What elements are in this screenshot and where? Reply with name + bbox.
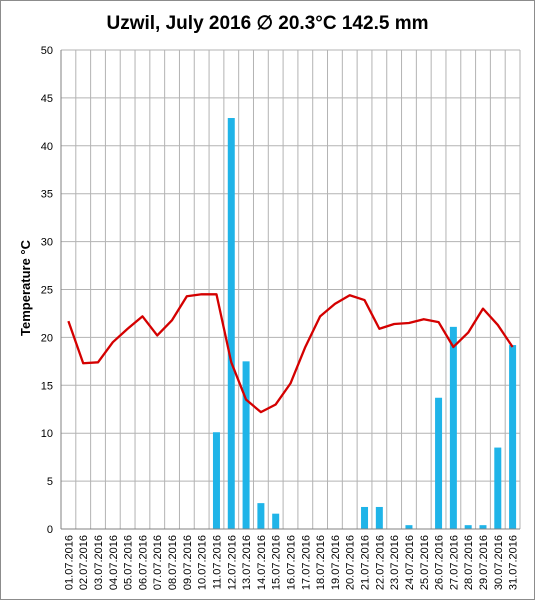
x-tick-label: 04.07.2016 bbox=[108, 535, 120, 590]
x-tick-label: 07.07.2016 bbox=[152, 535, 164, 590]
x-tick-label: 15.07.2016 bbox=[271, 535, 283, 590]
precipitation-bar bbox=[449, 326, 457, 529]
precipitation-bar bbox=[242, 361, 250, 529]
precipitation-bar bbox=[435, 397, 443, 529]
x-tick-label: 31.07.2016 bbox=[508, 535, 520, 590]
y-tick-label: 35 bbox=[41, 189, 53, 201]
y-tick-label: 45 bbox=[41, 93, 53, 105]
x-tick-label: 24.07.2016 bbox=[404, 535, 416, 590]
chart-title: Uzwil, July 2016 ∅ 20.3°C 142.5 mm bbox=[106, 13, 429, 34]
y-tick-label: 10 bbox=[41, 428, 53, 440]
precipitation-bar bbox=[227, 118, 235, 529]
x-tick-label: 01.07.2016 bbox=[63, 535, 75, 590]
y-axis-label: Temperature °C bbox=[18, 239, 33, 336]
y-tick-label: 30 bbox=[41, 237, 53, 249]
x-tick-label: 14.07.2016 bbox=[256, 535, 268, 590]
x-tick-label: 05.07.2016 bbox=[123, 535, 135, 590]
x-tick-label: 10.07.2016 bbox=[197, 535, 209, 590]
precipitation-bar bbox=[257, 503, 265, 529]
x-tick-label: 20.07.2016 bbox=[345, 535, 357, 590]
y-tick-labels: 0 5 10 15 20 25 30 35 40 45 50 bbox=[41, 45, 53, 536]
x-tick-labels: 01.07.2016 02.07.2016 03.07.2016 04.07.2016… bbox=[63, 535, 519, 590]
x-tick-label: 18.07.2016 bbox=[315, 535, 327, 590]
x-tick-label: 22.07.2016 bbox=[374, 535, 386, 590]
x-tick-label: 29.07.2016 bbox=[478, 535, 490, 590]
x-tick-label: 09.07.2016 bbox=[182, 535, 194, 590]
precipitation-bar bbox=[212, 432, 220, 529]
axes bbox=[60, 50, 520, 530]
x-tick-label: 30.07.2016 bbox=[493, 535, 505, 590]
x-tick-label: 23.07.2016 bbox=[389, 535, 401, 590]
temperature-series-line bbox=[67, 293, 514, 414]
x-tick-label: 17.07.2016 bbox=[300, 535, 312, 590]
x-tick-label: 16.07.2016 bbox=[286, 535, 298, 590]
y-tick-label: 0 bbox=[47, 524, 53, 536]
x-tick-label: 13.07.2016 bbox=[241, 535, 253, 590]
y-tick-label: 40 bbox=[41, 141, 53, 153]
x-tick-label: 26.07.2016 bbox=[434, 535, 446, 590]
x-tick-label: 27.07.2016 bbox=[448, 535, 460, 590]
precipitation-bar bbox=[272, 513, 280, 529]
precipitation-bar bbox=[509, 345, 517, 529]
precipitation-bars bbox=[212, 118, 517, 529]
x-tick-label: 12.07.2016 bbox=[226, 535, 238, 590]
y-tick-label: 20 bbox=[41, 332, 53, 344]
x-tick-label: 03.07.2016 bbox=[93, 535, 105, 590]
y-tick-label: 50 bbox=[41, 45, 53, 57]
x-tick-label: 08.07.2016 bbox=[167, 535, 179, 590]
x-tick-label: 28.07.2016 bbox=[463, 535, 475, 590]
precipitation-bar bbox=[464, 525, 472, 529]
x-tick-label: 19.07.2016 bbox=[330, 535, 342, 590]
temperature-line bbox=[67, 293, 514, 414]
precipitation-bar bbox=[361, 506, 369, 529]
y-tick-label: 15 bbox=[41, 380, 53, 392]
x-tick-label: 06.07.2016 bbox=[137, 535, 149, 590]
x-tick-label: 25.07.2016 bbox=[419, 535, 431, 590]
precipitation-bar bbox=[494, 447, 502, 529]
y-tick-label: 5 bbox=[47, 476, 53, 488]
x-tick-label: 21.07.2016 bbox=[360, 535, 372, 590]
precipitation-bar bbox=[375, 506, 383, 529]
y-tick-label: 25 bbox=[41, 285, 53, 297]
precipitation-bar bbox=[405, 525, 413, 529]
x-tick-label: 11.07.2016 bbox=[211, 535, 223, 589]
precipitation-bar bbox=[479, 525, 487, 529]
x-tick-label: 02.07.2016 bbox=[78, 535, 90, 590]
